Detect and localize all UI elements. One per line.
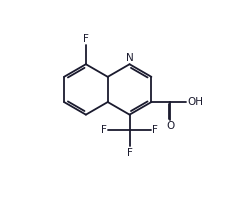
Text: F: F [83,34,89,44]
Text: O: O [166,121,174,131]
Text: N: N [126,53,134,63]
Text: OH: OH [187,97,203,107]
Text: F: F [127,148,133,157]
Text: F: F [101,125,107,135]
Text: F: F [152,125,158,135]
